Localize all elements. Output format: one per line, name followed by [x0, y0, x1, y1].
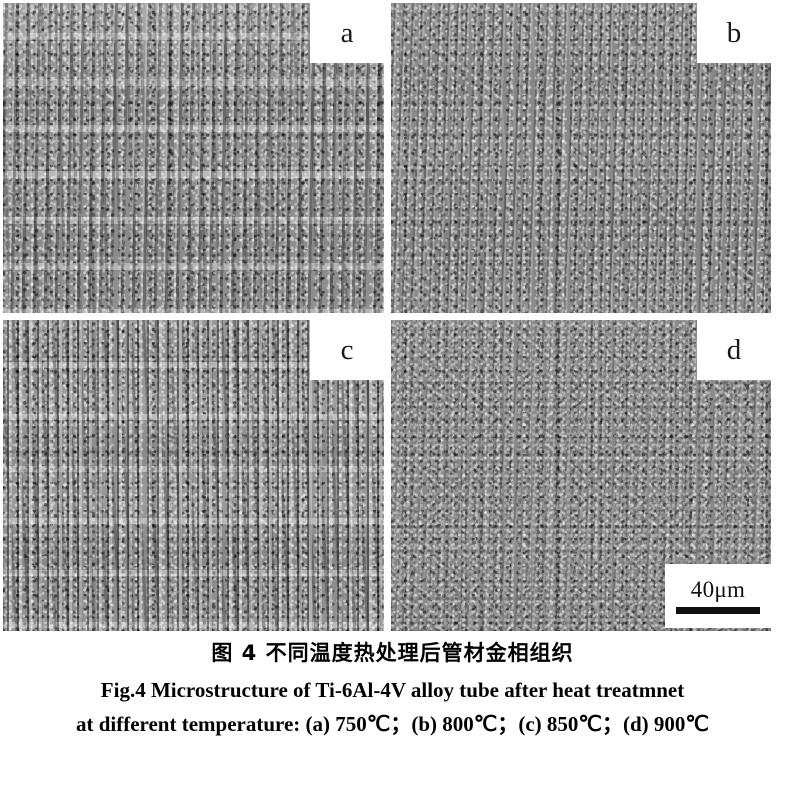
scale-bar-line — [676, 607, 760, 614]
micrograph-panel-d: d 40μm — [391, 320, 771, 631]
panel-label-b: b — [697, 3, 771, 63]
micrograph-panel-b: b — [391, 3, 771, 313]
caption-chinese: 图 4 不同温度热处理后管材金相组织 — [211, 641, 574, 665]
caption-english-line1: Fig.4 Microstructure of Ti-6Al-4V alloy … — [100, 678, 685, 702]
figure-caption: 图 4 不同温度热处理后管材金相组织 Fig.4 Microstructure … — [0, 638, 785, 740]
micrograph-panel-a: a — [3, 3, 384, 313]
caption-english-line2: at different temperature: (a) 750℃；(b) 8… — [75, 712, 709, 736]
panel-label-d: d — [697, 320, 771, 380]
micrograph-figure: a b c d 40μm — [3, 3, 771, 631]
scale-bar-label: 40μm — [690, 577, 746, 602]
panel-label-a: a — [310, 3, 384, 63]
scale-bar: 40μm — [665, 564, 771, 628]
micrograph-panel-c: c — [3, 320, 384, 631]
panel-label-c: c — [310, 320, 384, 380]
